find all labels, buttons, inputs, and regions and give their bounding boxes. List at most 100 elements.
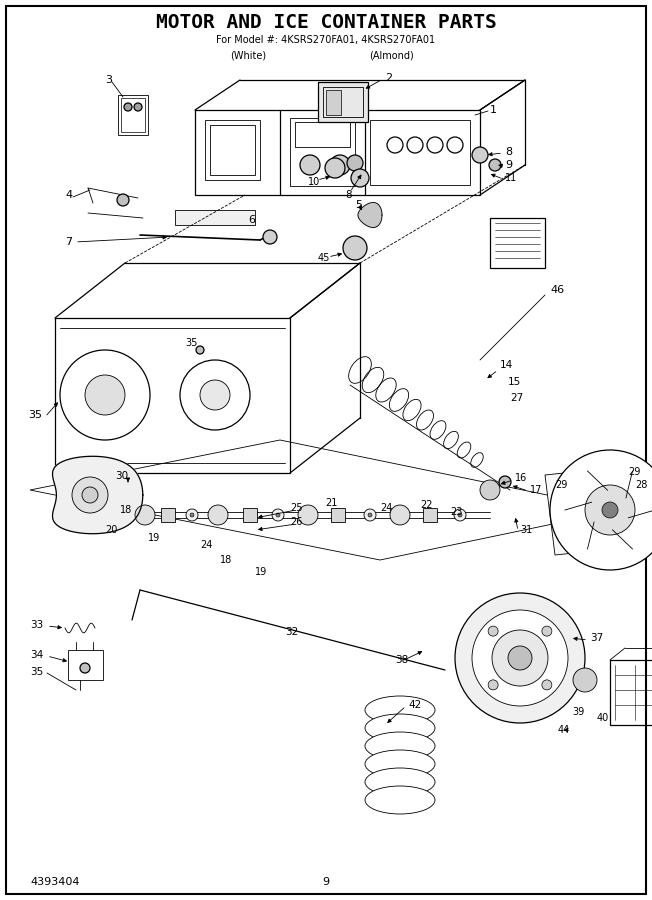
Circle shape <box>499 476 511 488</box>
Circle shape <box>347 155 363 171</box>
Polygon shape <box>545 465 650 555</box>
Circle shape <box>472 147 488 163</box>
Ellipse shape <box>365 750 435 778</box>
Circle shape <box>472 610 568 706</box>
Text: 4: 4 <box>65 190 72 200</box>
Text: 15: 15 <box>508 377 521 387</box>
Circle shape <box>387 137 403 153</box>
Bar <box>161 508 175 522</box>
Text: 11: 11 <box>505 173 517 183</box>
Text: 40: 40 <box>597 713 609 723</box>
Circle shape <box>488 680 498 690</box>
Text: 44: 44 <box>558 725 570 735</box>
Bar <box>210 125 255 175</box>
Bar <box>490 218 545 268</box>
Text: 2: 2 <box>385 73 392 83</box>
Text: For Model #: 4KSRS270FA01, 4KSRS270FA01: For Model #: 4KSRS270FA01, 4KSRS270FA01 <box>216 35 436 45</box>
Bar <box>121 98 145 132</box>
Text: 26: 26 <box>290 517 303 527</box>
Text: 7: 7 <box>65 237 72 247</box>
Bar <box>610 660 652 725</box>
Circle shape <box>330 155 350 175</box>
Text: 21: 21 <box>325 498 337 508</box>
Bar <box>205 120 260 180</box>
Bar <box>68 650 103 680</box>
Circle shape <box>276 513 280 517</box>
Circle shape <box>573 668 597 692</box>
Text: 29: 29 <box>555 480 567 490</box>
Text: 46: 46 <box>550 285 564 295</box>
Ellipse shape <box>365 696 435 724</box>
Text: 5: 5 <box>355 200 362 210</box>
Ellipse shape <box>365 714 435 742</box>
Circle shape <box>117 194 129 206</box>
Bar <box>318 82 368 122</box>
Text: 30: 30 <box>115 471 128 481</box>
Text: 39: 39 <box>572 707 584 717</box>
Text: (White): (White) <box>230 50 266 60</box>
Text: 22: 22 <box>420 500 432 510</box>
Bar <box>55 318 290 473</box>
Bar <box>326 90 341 115</box>
Text: 3: 3 <box>105 75 112 85</box>
Text: 28: 28 <box>635 480 647 490</box>
Text: 1: 1 <box>490 105 497 115</box>
Circle shape <box>298 505 318 525</box>
Circle shape <box>407 137 423 153</box>
Text: 35: 35 <box>30 667 43 677</box>
Text: MOTOR AND ICE CONTAINER PARTS: MOTOR AND ICE CONTAINER PARTS <box>156 13 496 32</box>
Text: 6: 6 <box>248 215 255 225</box>
Circle shape <box>85 375 125 415</box>
Ellipse shape <box>365 768 435 796</box>
Bar <box>290 118 355 186</box>
Polygon shape <box>358 202 382 228</box>
Polygon shape <box>53 456 143 534</box>
Circle shape <box>80 663 90 673</box>
Circle shape <box>134 103 142 111</box>
Circle shape <box>455 593 585 723</box>
Circle shape <box>390 505 410 525</box>
Text: 4393404: 4393404 <box>30 877 80 887</box>
Circle shape <box>196 346 204 354</box>
Text: 29: 29 <box>628 467 640 477</box>
Circle shape <box>272 509 284 521</box>
Text: 10: 10 <box>308 177 320 187</box>
Text: 33: 33 <box>30 620 43 630</box>
Text: 16: 16 <box>515 473 527 483</box>
Text: 35: 35 <box>185 338 198 348</box>
Text: 24: 24 <box>380 503 393 513</box>
Ellipse shape <box>365 732 435 760</box>
Text: 19: 19 <box>255 567 267 577</box>
Circle shape <box>60 350 150 440</box>
Circle shape <box>480 480 500 500</box>
Text: 20: 20 <box>105 525 117 535</box>
Circle shape <box>186 509 198 521</box>
Circle shape <box>263 230 277 244</box>
Text: 23: 23 <box>450 507 462 517</box>
Circle shape <box>351 169 369 187</box>
Text: 17: 17 <box>530 485 542 495</box>
Circle shape <box>190 513 194 517</box>
Circle shape <box>508 646 532 670</box>
Circle shape <box>72 477 108 513</box>
Bar <box>175 210 255 225</box>
Text: 35: 35 <box>28 410 42 420</box>
Text: 19: 19 <box>148 533 160 543</box>
Circle shape <box>364 509 376 521</box>
Circle shape <box>454 509 466 521</box>
Circle shape <box>602 502 618 518</box>
Text: 18: 18 <box>120 505 132 515</box>
Text: 25: 25 <box>290 503 303 513</box>
Bar <box>423 508 437 522</box>
Text: 42: 42 <box>408 700 421 710</box>
Circle shape <box>300 155 320 175</box>
Bar <box>118 95 148 135</box>
Text: 9: 9 <box>505 160 512 170</box>
Circle shape <box>585 485 635 535</box>
Text: 9: 9 <box>323 877 329 887</box>
Text: 14: 14 <box>500 360 513 370</box>
Bar <box>370 120 470 185</box>
Circle shape <box>82 487 98 503</box>
Text: 8: 8 <box>505 147 512 157</box>
Text: (Almond): (Almond) <box>369 50 413 60</box>
